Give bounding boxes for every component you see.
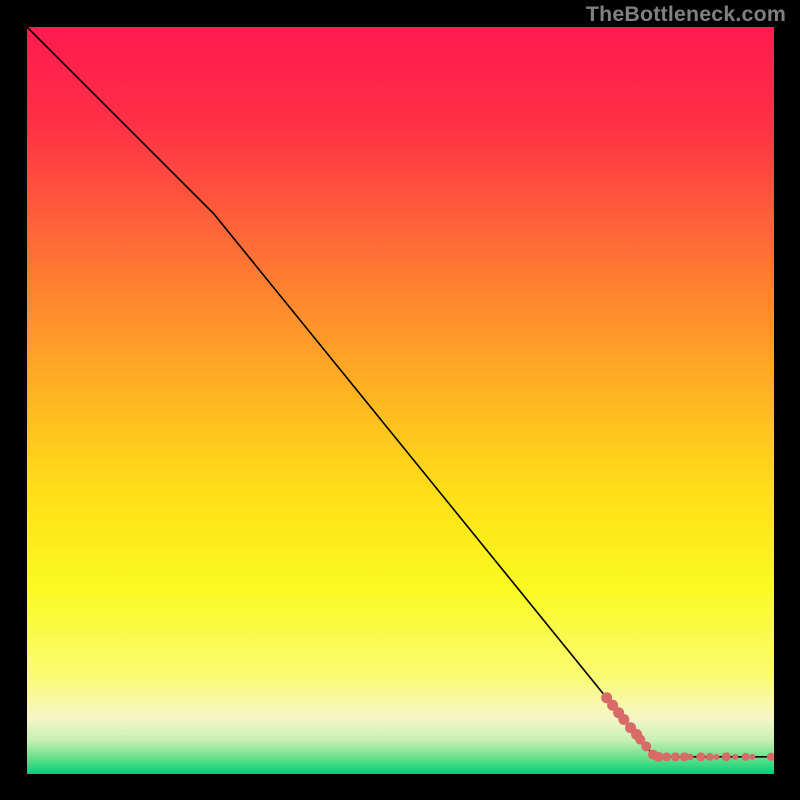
data-point [722, 752, 731, 761]
data-point [687, 754, 693, 760]
data-point [662, 752, 671, 761]
data-point [732, 754, 738, 760]
data-point [641, 741, 651, 751]
chart-stage: TheBottleneck.com [0, 0, 800, 800]
chart-svg [0, 0, 800, 800]
data-point [696, 752, 705, 761]
data-point [653, 752, 663, 762]
data-point [706, 753, 714, 761]
watermark-text: TheBottleneck.com [586, 2, 786, 27]
data-point [742, 753, 750, 761]
data-point [713, 754, 719, 760]
data-point [749, 754, 755, 760]
data-point [671, 752, 680, 761]
data-point [767, 753, 775, 761]
